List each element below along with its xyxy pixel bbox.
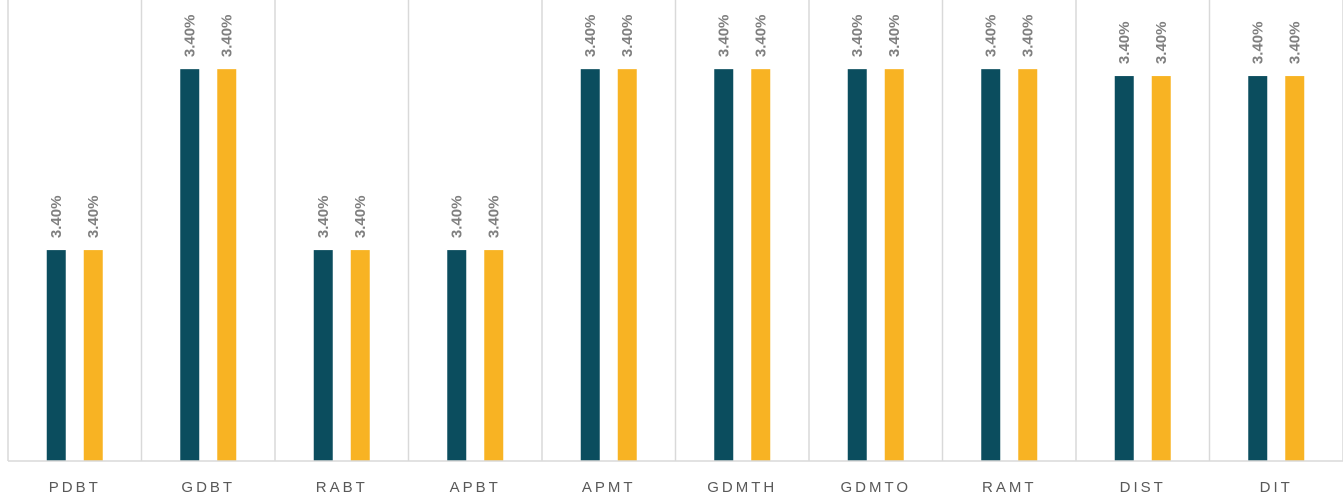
data-label: 3.40% — [352, 196, 369, 239]
bar-series-2-apbt — [484, 250, 504, 461]
bar-series-1-gdmto — [847, 69, 867, 462]
bar-series-2-gdmto — [884, 69, 904, 462]
data-label: 3.40% — [849, 15, 866, 58]
data-label: 3.40% — [983, 15, 1000, 58]
x-tick-label: APMT — [582, 479, 636, 496]
x-tick-label: PDBT — [49, 479, 101, 496]
data-label: 3.40% — [182, 15, 199, 58]
data-label: 3.40% — [753, 15, 770, 58]
data-label: 3.40% — [85, 196, 102, 239]
data-label: 3.40% — [716, 15, 733, 58]
bar-series-2-rabt — [350, 250, 370, 461]
x-tick-label: GDBT — [181, 479, 235, 496]
bar-series-2-pdbt — [83, 250, 103, 461]
bar-series-1-gdbt — [180, 69, 200, 462]
data-label: 3.40% — [219, 15, 236, 58]
x-tick-label: GDMTO — [840, 479, 911, 496]
x-tick-label: RAMT — [982, 479, 1037, 496]
data-label: 3.40% — [1153, 22, 1170, 65]
data-label: 3.40% — [582, 15, 599, 58]
x-tick-label: APBT — [450, 479, 501, 496]
bar-series-2-apmt — [617, 69, 637, 462]
data-label: 3.40% — [486, 196, 503, 239]
x-axis: PDBT GDBT RABT APBT APMT GDMTH GDMTO RAMT DIST DI… — [8, 460, 1343, 496]
bar-series-2-dist — [1151, 76, 1171, 461]
data-label: 3.40% — [1020, 15, 1037, 58]
bar-series-2-gdbt — [217, 69, 237, 462]
data-label: 3.40% — [1116, 22, 1133, 65]
bar-series-2-gdmth — [751, 69, 771, 462]
bar-series-1-ramt — [981, 69, 1001, 462]
bar-series-2-ramt — [1018, 69, 1038, 462]
data-label: 3.40% — [1250, 22, 1267, 65]
x-tick-label: DIT — [1260, 479, 1293, 496]
bar-series-1-apbt — [447, 250, 467, 461]
data-label: 3.40% — [886, 15, 903, 58]
bars — [46, 69, 1305, 462]
x-tick-label: RABT — [316, 479, 368, 496]
x-tick-label: GDMTH — [707, 479, 777, 496]
bar-series-1-dist — [1114, 76, 1134, 461]
bar-series-1-rabt — [313, 250, 333, 461]
bar-series-1-gdmth — [714, 69, 734, 462]
x-tick-label: DIST — [1120, 479, 1166, 496]
bar-series-1-pdbt — [46, 250, 66, 461]
data-label: 3.40% — [48, 196, 65, 239]
data-label: 3.40% — [449, 196, 466, 239]
data-label: 3.40% — [1287, 22, 1304, 65]
data-labels: 3.40% 3.40% 3.40% 3.40% 3.40% 3.40% 3.40% 3.40%… — [48, 15, 1304, 238]
bar-series-2-dit — [1285, 76, 1305, 461]
gridlines — [7, 0, 1343, 461]
data-label: 3.40% — [619, 15, 636, 58]
bar-series-1-apmt — [580, 69, 600, 462]
data-label: 3.40% — [315, 196, 332, 239]
bar-series-1-dit — [1248, 76, 1268, 461]
